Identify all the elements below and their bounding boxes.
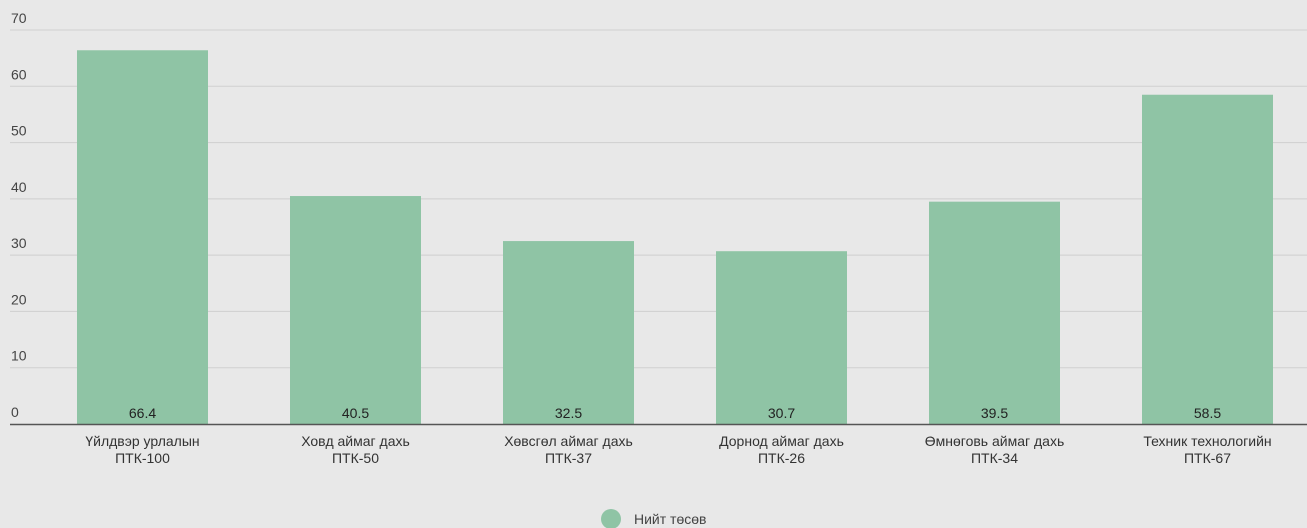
y-tick-label-50: 50 [11,123,27,139]
y-tick-label-60: 60 [11,66,27,82]
y-tick-label-10: 10 [11,348,27,364]
bar-5 [929,201,1060,424]
x-tick-label-3-line-1: Хөвсгөл аймаг дахь [504,433,633,449]
legend-label: Нийт төсөв [634,511,706,527]
data-label-6: 58.5 [1194,405,1221,421]
bar-6 [1142,94,1273,424]
x-tick-label-3-line-2: ПТК-37 [545,450,592,466]
y-tick-label-20: 20 [11,291,27,307]
y-gridlines [10,29,1307,369]
bar-4 [716,251,847,424]
x-tick-label-4-line-2: ПТК-26 [758,450,805,466]
y-tick-label-40: 40 [11,179,27,195]
y-tick-label-0: 0 [11,404,19,420]
bar-2 [290,196,421,424]
x-tick-label-1-line-1: Үйлдвэр урлалын [85,433,199,449]
bar-1 [77,50,208,425]
data-label-3: 32.5 [555,405,582,421]
x-tick-label-2-line-1: Ховд аймаг дахь [301,433,410,449]
data-label-2: 40.5 [342,405,369,421]
y-tick-label-30: 30 [11,235,27,251]
data-label-5: 39.5 [981,405,1008,421]
legend: Нийт төсөв [601,509,706,528]
x-tick-label-5-line-2: ПТК-34 [971,450,1018,466]
x-tick-label-5-line-1: Өмнөговь аймаг дахь [925,433,1065,449]
y-axis: 0 10 20 30 40 50 60 70 [11,10,27,420]
data-label-1: 66.4 [129,405,156,421]
legend-marker [601,509,621,528]
x-tick-label-2-line-2: ПТК-50 [332,450,379,466]
bar-3 [503,241,634,424]
data-label-4: 30.7 [768,405,795,421]
x-tick-label-6-line-2: ПТК-67 [1184,450,1231,466]
bar-series [77,50,1273,425]
y-tick-label-70: 70 [11,10,27,26]
x-tick-label-1-line-2: ПТК-100 [115,450,170,466]
x-tick-label-6-line-1: Техник технологийн [1143,433,1271,449]
data-labels: 66.4 40.5 32.5 30.7 39.5 58.5 [129,405,1221,421]
x-tick-label-4-line-1: Дорнод аймаг дахь [719,433,844,449]
